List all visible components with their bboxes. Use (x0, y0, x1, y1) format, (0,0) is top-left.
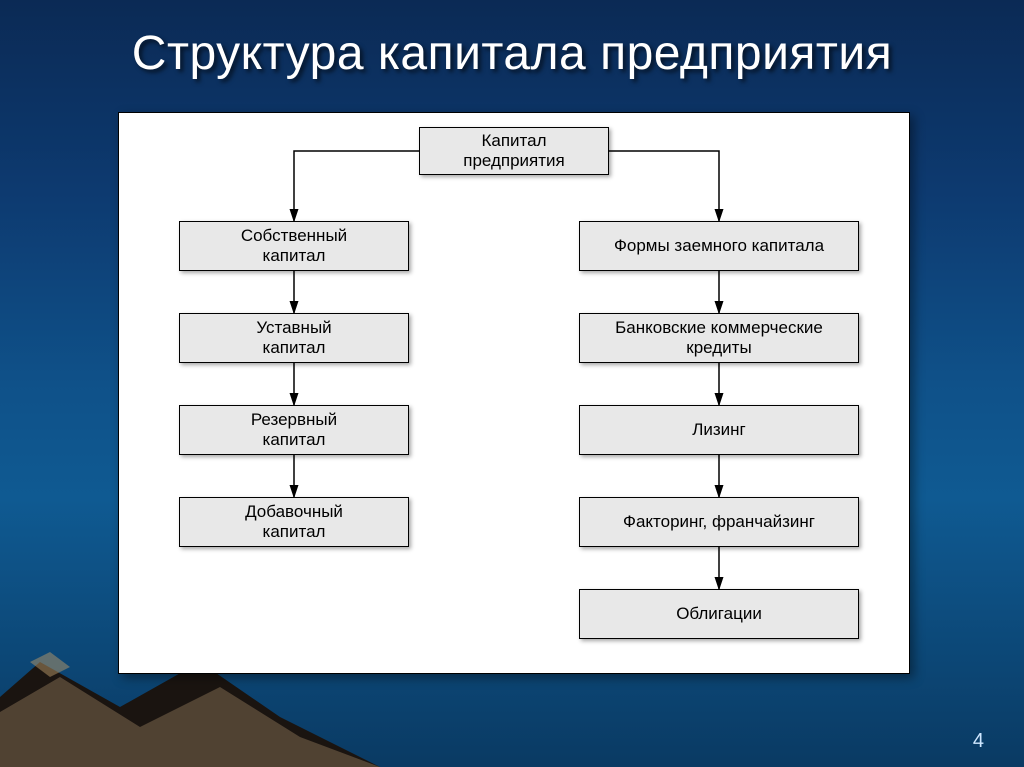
node-top: Капитал предприятия (419, 127, 609, 175)
node-l4: Добавочный капитал (179, 497, 409, 547)
node-r4: Факторинг, франчайзинг (579, 497, 859, 547)
diagram-nodes: Капитал предприятияСобственный капитал Ус… (119, 113, 909, 673)
node-r3: Лизинг (579, 405, 859, 455)
node-r5: Облигации (579, 589, 859, 639)
node-l2: Уставный капитал (179, 313, 409, 363)
slide: Структура капитала предприятия Капитал п… (0, 0, 1024, 767)
node-l3: Резервный капитал (179, 405, 409, 455)
page-number: 4 (973, 730, 984, 753)
node-l1: Собственный капитал (179, 221, 409, 271)
node-r2: Банковские коммерческие кредиты (579, 313, 859, 363)
node-r1: Формы заемного капитала (579, 221, 859, 271)
slide-title: Структура капитала предприятия (0, 26, 1024, 81)
diagram-canvas: Капитал предприятияСобственный капитал Ус… (118, 112, 910, 674)
